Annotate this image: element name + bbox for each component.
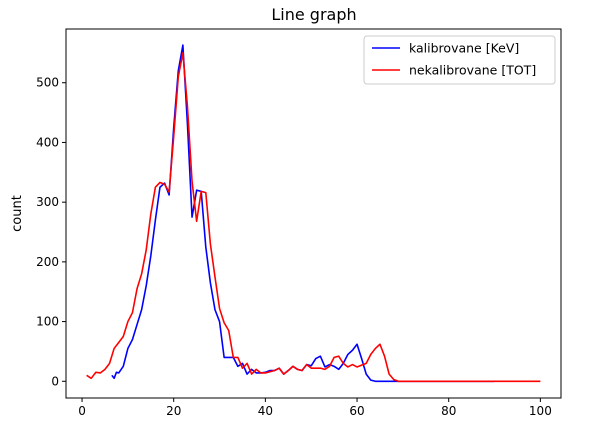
chart-title: Line graph [271, 5, 356, 24]
x-tick-label: 40 [258, 404, 273, 418]
x-tick-label: 80 [441, 404, 456, 418]
legend: kalibrovane [KeV] nekalibrovane [TOT] [363, 35, 556, 85]
plot-frame [65, 28, 562, 399]
y-tick-label: 500 [36, 76, 59, 90]
axis-ticks: 0 20 40 60 80 100 0 100 200 300 400 500 [36, 76, 552, 418]
series-line-nekalibrovane [86, 52, 541, 383]
y-tick-label: 300 [36, 195, 59, 209]
y-tick-label: 400 [36, 135, 59, 149]
x-tick-label: 100 [529, 404, 552, 418]
y-axis-label: count [10, 195, 25, 232]
x-tick-label: 0 [78, 404, 86, 418]
series-lines [86, 44, 541, 383]
y-tick-label: 0 [51, 374, 59, 388]
legend-label: kalibrovane [KeV] [409, 41, 519, 56]
x-tick-label: 20 [166, 404, 181, 418]
legend-box [363, 35, 556, 85]
y-tick-label: 200 [36, 255, 59, 269]
x-tick-label: 60 [349, 404, 364, 418]
legend-label: nekalibrovane [TOT] [409, 63, 536, 78]
y-tick-label: 100 [36, 315, 59, 329]
